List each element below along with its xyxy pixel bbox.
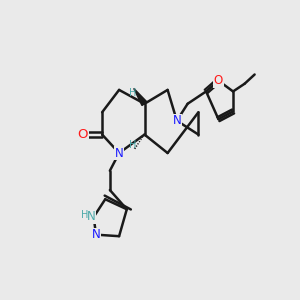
Text: H: H bbox=[128, 88, 136, 98]
Text: O: O bbox=[78, 128, 88, 141]
Text: N: N bbox=[86, 211, 95, 224]
Text: O: O bbox=[214, 74, 223, 87]
Text: N: N bbox=[115, 146, 124, 160]
Polygon shape bbox=[134, 88, 147, 106]
Text: N: N bbox=[92, 228, 100, 241]
Text: H: H bbox=[128, 140, 136, 150]
Text: N: N bbox=[172, 114, 181, 127]
Text: H: H bbox=[81, 210, 88, 220]
